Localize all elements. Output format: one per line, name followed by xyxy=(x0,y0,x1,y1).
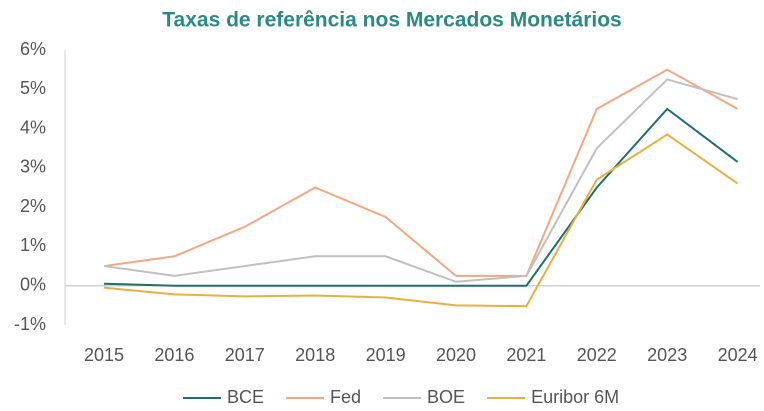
y-tick-label: 0% xyxy=(20,274,46,294)
x-tick-label: 2019 xyxy=(366,345,406,365)
x-tick-label: 2016 xyxy=(154,345,194,365)
series-line xyxy=(103,78,738,283)
legend-label: BCE xyxy=(227,387,264,407)
x-tick-label: 2017 xyxy=(225,345,265,365)
legend-label: Euribor 6M xyxy=(531,387,619,407)
x-tick-label: 2015 xyxy=(84,345,124,365)
series-line xyxy=(103,133,739,308)
x-tick-label: 2024 xyxy=(718,345,758,365)
x-tick-label: 2018 xyxy=(295,345,335,365)
chart-title: Taxas de referência nos Mercados Monetár… xyxy=(162,9,621,32)
y-tick-label: 1% xyxy=(20,235,46,255)
legend-label: BOE xyxy=(427,387,465,407)
y-tick-label: 6% xyxy=(20,39,46,59)
y-tick-label: -1% xyxy=(14,314,46,334)
y-tick-label: 5% xyxy=(20,78,46,98)
series-line xyxy=(103,107,739,287)
series-line xyxy=(103,68,739,277)
legend-label: Fed xyxy=(330,387,361,407)
y-tick-label: 4% xyxy=(20,117,46,137)
x-tick-label: 2022 xyxy=(577,345,617,365)
x-tick-label: 2023 xyxy=(647,345,687,365)
y-tick-label: 2% xyxy=(20,196,46,216)
y-tick-label: 3% xyxy=(20,157,46,177)
x-tick-label: 2020 xyxy=(436,345,476,365)
x-tick-label: 2021 xyxy=(506,345,546,365)
